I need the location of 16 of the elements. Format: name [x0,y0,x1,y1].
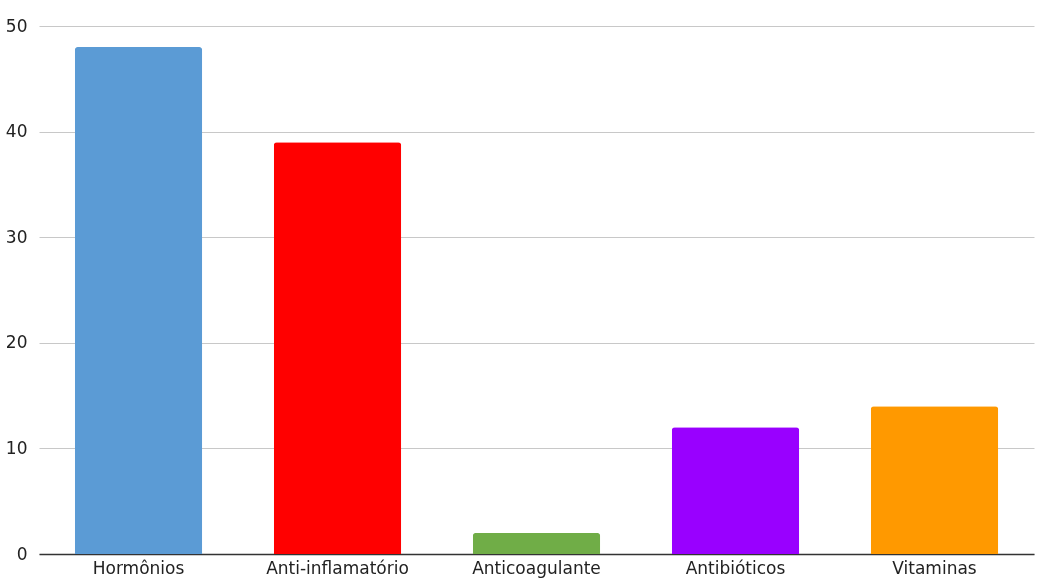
x-tick-label: Anti-inflamatório [266,557,409,578]
y-tick-label: 0 [16,543,28,564]
y-tick-label: 20 [5,332,28,353]
bar [472,532,601,554]
x-tick-label: Antibióticos [685,557,786,578]
bar [273,142,402,554]
y-tick-label: 10 [5,437,28,458]
bar [74,47,203,554]
y-tick-label: 50 [5,15,28,36]
y-tick-label: 40 [5,121,28,142]
x-tick-label: Anticoagulante [472,557,601,578]
y-tick-label: 30 [5,226,28,247]
x-tick-label: Vitaminas [892,557,977,578]
x-tick-label: Hormônios [92,557,185,578]
bar [870,406,999,554]
bar [671,427,800,554]
